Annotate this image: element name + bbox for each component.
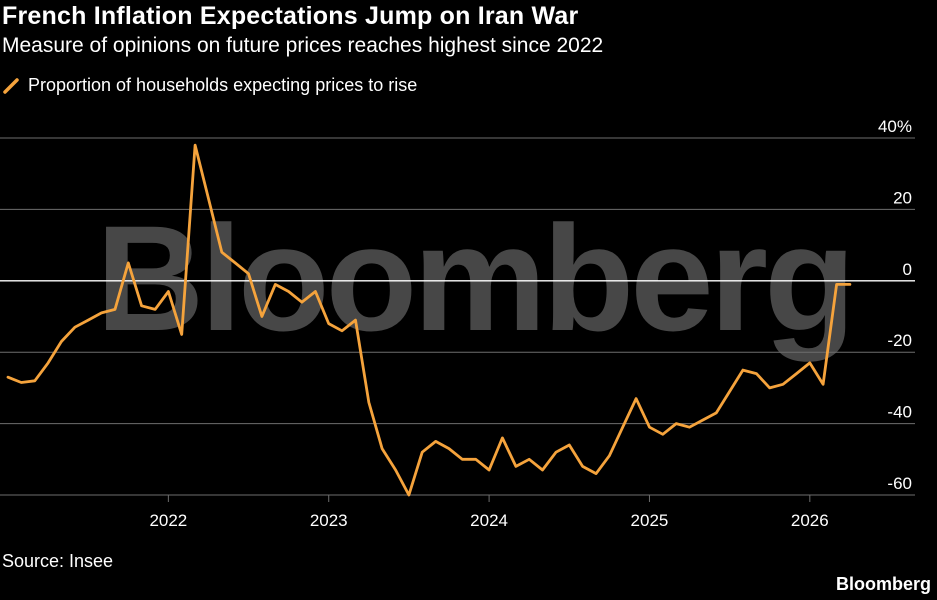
legend-line-icon xyxy=(3,77,19,94)
y-axis-tick-labels: 40% 20 0 -20 -40 -60 xyxy=(878,117,912,493)
y-tick-label: -20 xyxy=(887,331,912,350)
x-axis-ticks: 2022 2023 2024 2025 2026 xyxy=(149,495,829,530)
bloomberg-watermark: Bloomberg xyxy=(96,194,852,362)
x-tick-label: 2023 xyxy=(310,511,348,530)
x-tick-label: 2026 xyxy=(791,511,829,530)
y-tick-label: 40% xyxy=(878,117,912,136)
source-note: Source: Insee xyxy=(2,551,114,571)
chart-title: French Inflation Expectations Jump on Ir… xyxy=(2,2,579,30)
y-tick-label: 0 xyxy=(903,260,912,279)
series-lines xyxy=(6,143,852,497)
x-tick-label: 2022 xyxy=(149,511,187,530)
legend-label: Proportion of households expecting price… xyxy=(28,75,418,95)
gridlines xyxy=(0,137,915,496)
y-tick-label: 20 xyxy=(893,188,912,207)
x-tick-label: 2025 xyxy=(631,511,669,530)
x-tick-label: 2024 xyxy=(470,511,508,530)
series-line-households-expecting-rise xyxy=(6,143,852,497)
bloomberg-logo: Bloomberg xyxy=(835,574,931,594)
chart-subtitle: Measure of opinions on future prices rea… xyxy=(2,34,604,57)
y-tick-label: -40 xyxy=(887,403,912,422)
legend: Proportion of households expecting price… xyxy=(2,75,417,96)
y-tick-label: -60 xyxy=(887,474,912,493)
